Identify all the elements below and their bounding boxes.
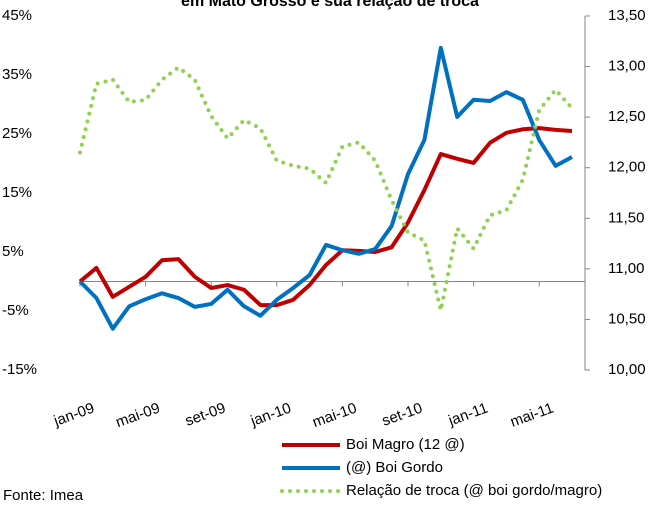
source: Fonte: Imea [3, 487, 84, 504]
chart-title: em Mato Grosso e sua relação de troca [181, 0, 479, 10]
y-tick-label: -15% [2, 361, 37, 378]
y2-tick-label: 10,50 [608, 310, 646, 327]
x-tick-label: mai-09 [113, 400, 162, 432]
y-tick-label: 35% [2, 66, 32, 83]
y-tick-label: 25% [2, 125, 32, 142]
x-tick-label: set-09 [183, 400, 228, 430]
legend-label: (@) Boi Gordo [346, 459, 443, 476]
series-line [78, 126, 573, 308]
x-tick-label: jan-10 [248, 400, 294, 431]
series-line [78, 45, 573, 331]
legend-label: Boi Magro (12 @) [346, 436, 465, 453]
legend-label: Relação de troca (@ boi gordo/magro) [346, 482, 602, 499]
y2-tick-label: 12,50 [608, 108, 646, 125]
y2-tick-label: 11,50 [608, 209, 644, 226]
y-tick-label: 5% [2, 243, 24, 260]
series-line [78, 65, 574, 311]
y-tick-label: -5% [2, 302, 29, 319]
y2-tick-label: 11,00 [608, 260, 644, 277]
x-tick-label: mai-10 [310, 400, 359, 432]
y-tick-label: 45% [2, 7, 32, 24]
x-tick-label: mai-11 [508, 400, 556, 431]
x-tick-label: set-10 [380, 400, 425, 430]
y2-tick-label: 12,00 [608, 159, 646, 176]
x-tick-label: jan-11 [445, 400, 490, 430]
y2-tick-label: 10,00 [608, 361, 646, 378]
x-tick-label: jan-09 [51, 400, 97, 431]
y2-tick-label: 13,00 [608, 58, 646, 75]
y2-tick-label: 13,50 [608, 7, 646, 24]
y-tick-label: 15% [2, 184, 32, 201]
